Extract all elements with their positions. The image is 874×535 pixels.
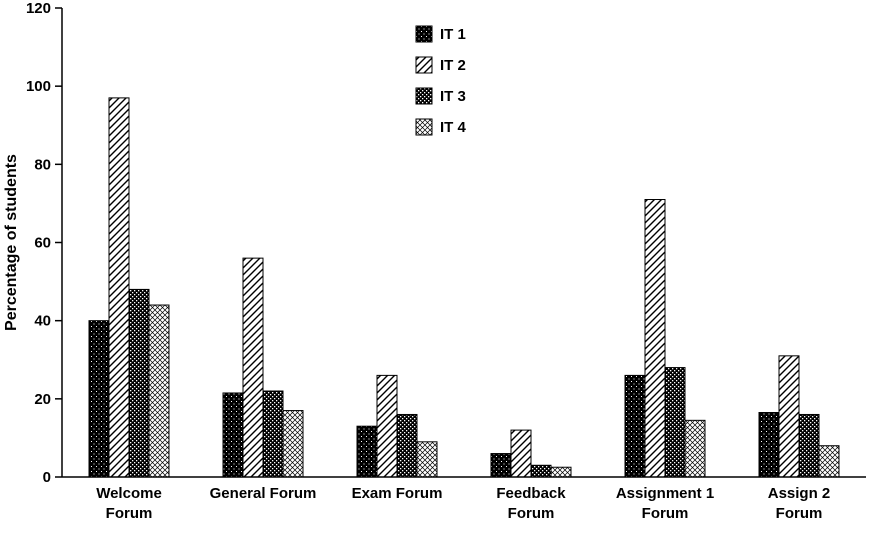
bar-it1-cat3	[356, 425, 378, 478]
legend-item-it2: IT 2	[415, 56, 466, 74]
bars-layer	[88, 97, 840, 478]
bar-it3-cat5	[664, 367, 686, 478]
axes-layer	[55, 7, 866, 478]
bar-it2-cat6	[778, 355, 800, 478]
bar-it2-cat5	[644, 199, 666, 478]
bar-it3-cat6	[798, 413, 820, 478]
x-category-label: Exam Forum	[352, 485, 443, 502]
bar-it4-cat2	[282, 410, 304, 478]
bar-it1-cat4	[490, 453, 512, 478]
labels-layer: 0 20 40 60 80 100 120 Welcome Forum General Forum…	[3, 0, 830, 522]
bar-it4-cat1	[148, 304, 170, 478]
bar-it2-cat4	[510, 429, 532, 478]
legend-label: IT 3	[440, 88, 466, 105]
bar-it4-cat3	[416, 441, 438, 478]
x-category-label: Feedback	[496, 485, 566, 502]
bar-it4-cat6	[818, 445, 840, 478]
bar-it3-cat3	[396, 413, 418, 478]
y-tick-label: 0	[43, 469, 51, 486]
legend-swatch	[415, 87, 433, 105]
bar-it4-cat5	[684, 419, 706, 478]
y-tick-label: 120	[26, 0, 51, 17]
y-tick-label: 80	[34, 156, 51, 173]
legend-label: IT 1	[440, 26, 466, 43]
legend-swatch	[415, 25, 433, 43]
x-category-label: Assign 2	[768, 485, 831, 502]
x-category-label: Forum	[106, 505, 153, 522]
bar-it1-cat1	[88, 320, 110, 478]
x-category-label: General Forum	[210, 485, 317, 502]
legend-label: IT 4	[440, 119, 466, 136]
x-category-label: Forum	[776, 505, 823, 522]
legend-item-it4: IT 4	[415, 118, 466, 136]
y-axis-title: Percentage of students	[3, 154, 20, 331]
bar-it3-cat2	[262, 390, 284, 478]
legend: IT 1 IT 2 IT 3 IT 4	[415, 25, 466, 136]
y-tick-label: 60	[34, 235, 51, 252]
bar-it2-cat3	[376, 374, 398, 478]
x-category-label: Welcome	[96, 485, 162, 502]
bar-it2-cat2	[242, 257, 264, 478]
y-tick-label: 20	[34, 391, 51, 408]
bar-it1-cat6	[758, 412, 780, 478]
legend-item-it1: IT 1	[415, 25, 466, 43]
legend-swatch	[415, 118, 433, 136]
bar-it3-cat1	[128, 288, 150, 478]
bar-it2-cat1	[108, 97, 130, 478]
x-category-label: Assignment 1	[616, 485, 714, 502]
bar-it4-cat4	[550, 466, 572, 478]
x-category-label: Forum	[642, 505, 689, 522]
legend-label: IT 2	[440, 57, 466, 74]
bar-it1-cat5	[624, 374, 646, 478]
bar-it1-cat2	[222, 392, 244, 478]
bar-it3-cat4	[530, 464, 552, 478]
y-tick-label: 100	[26, 78, 51, 95]
legend-item-it3: IT 3	[415, 87, 466, 105]
y-tick-label: 40	[34, 313, 51, 330]
legend-swatch	[415, 56, 433, 74]
x-category-label: Forum	[508, 505, 555, 522]
